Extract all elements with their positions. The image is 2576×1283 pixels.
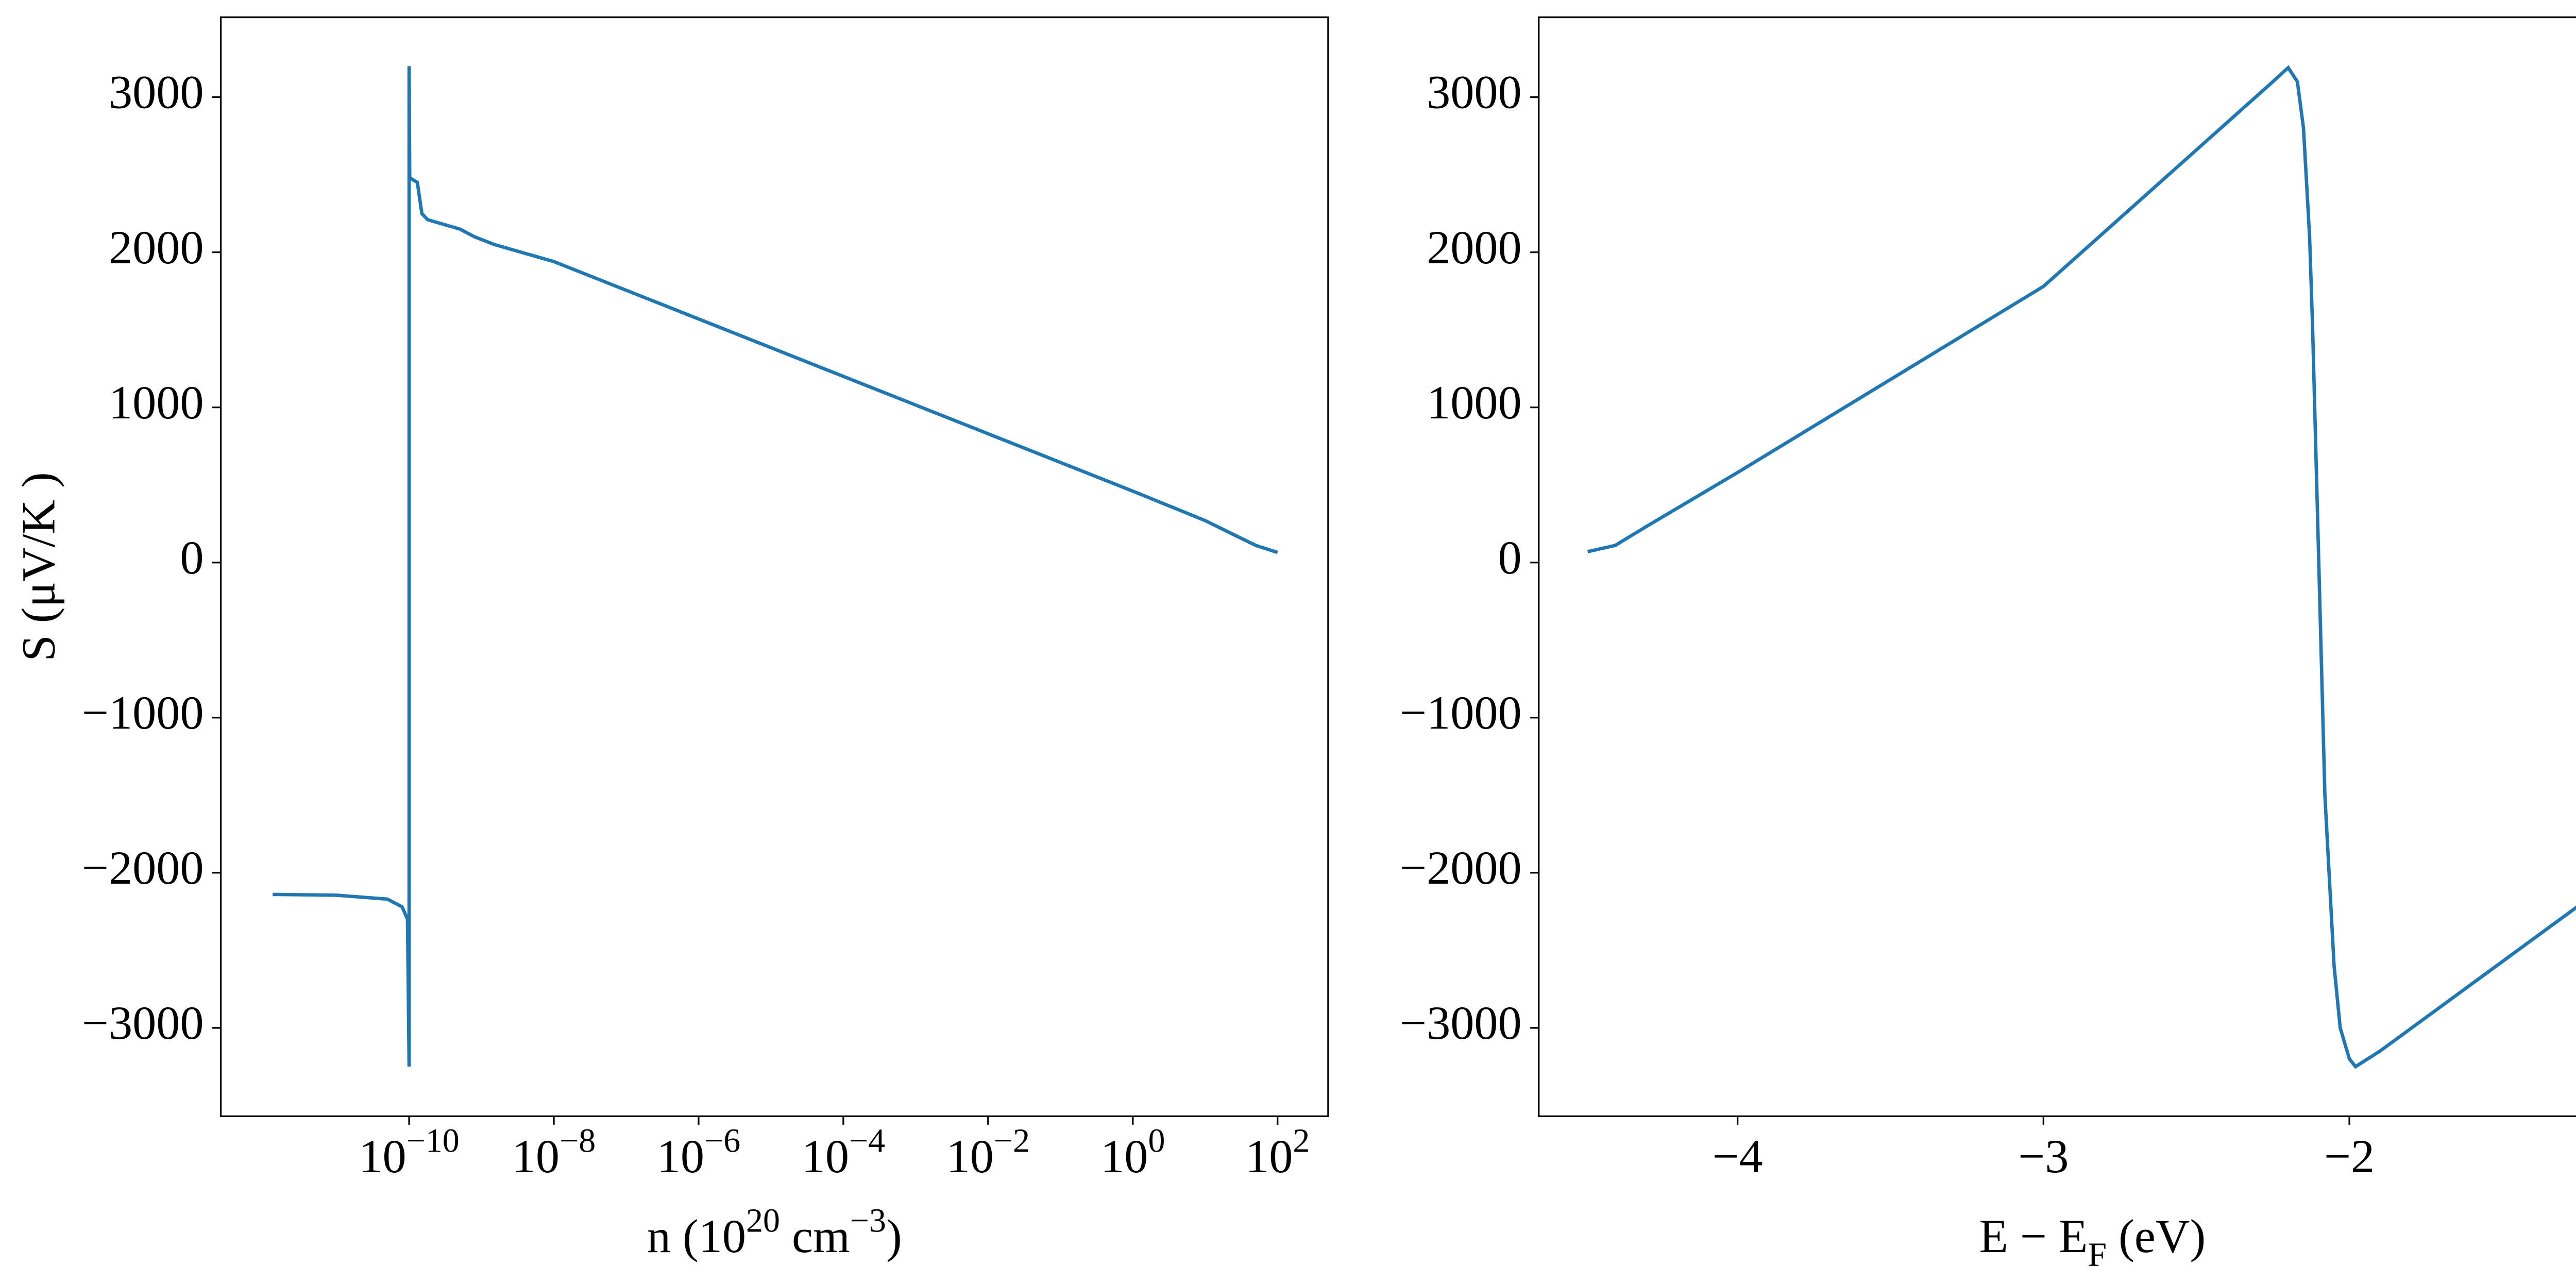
- x-tick-label: −4: [1713, 1130, 1763, 1183]
- x-tick-label: 102: [1245, 1122, 1310, 1183]
- x-tick-label: 100: [1100, 1122, 1165, 1183]
- x-axis-label: n (1020 cm−3): [647, 1202, 902, 1263]
- y-tick-label: 3000: [109, 66, 204, 119]
- plot-frame: [1538, 16, 2576, 1118]
- y-tick-label: −1000: [1400, 686, 1522, 739]
- y-tick-label: 2000: [1427, 221, 1522, 274]
- x-tick-label: −3: [2018, 1130, 2069, 1183]
- y-axis-label: S (μV/K ): [12, 472, 64, 661]
- y-tick-label: −1000: [82, 686, 204, 739]
- x-axis-label-part: E − E: [1979, 1210, 2088, 1262]
- x-tick-label: 10−4: [802, 1122, 885, 1183]
- data-line: [1587, 65, 2576, 1069]
- y-tick-label: 0: [1498, 531, 1522, 584]
- y-tick-label: 1000: [109, 376, 204, 429]
- y-tick-label: −2000: [1400, 841, 1522, 894]
- plot-frame: [219, 16, 1329, 1118]
- y-tick-label: 3000: [1427, 66, 1522, 119]
- y-tick-label: 1000: [1427, 376, 1522, 429]
- y-tick-label: 2000: [109, 221, 204, 274]
- x-axis-label-part: F: [2088, 1236, 2107, 1273]
- x-tick-label: 10−6: [657, 1122, 740, 1183]
- x-tick-label: 10−2: [946, 1122, 1030, 1183]
- x-axis-label-part: −3: [850, 1202, 886, 1240]
- data-line: [273, 66, 1278, 1067]
- x-tick-label: 10−10: [359, 1122, 459, 1183]
- y-tick-label: −2000: [82, 841, 204, 894]
- y-tick-label: −3000: [1400, 997, 1522, 1049]
- x-tick-label: −2: [2324, 1130, 2375, 1183]
- y-tick-label: −3000: [82, 997, 204, 1049]
- x-tick-label: 10−8: [512, 1122, 596, 1183]
- x-axis-label-part: n (10: [647, 1210, 746, 1262]
- x-axis-label: E − EF (eV): [1979, 1210, 2206, 1273]
- x-axis-label-part: cm: [780, 1210, 850, 1262]
- x-axis-label-part: ): [886, 1210, 902, 1262]
- y-tick-label: 0: [180, 531, 204, 584]
- x-axis-label-part: 20: [746, 1202, 780, 1240]
- x-axis-label-part: (eV): [2107, 1210, 2206, 1262]
